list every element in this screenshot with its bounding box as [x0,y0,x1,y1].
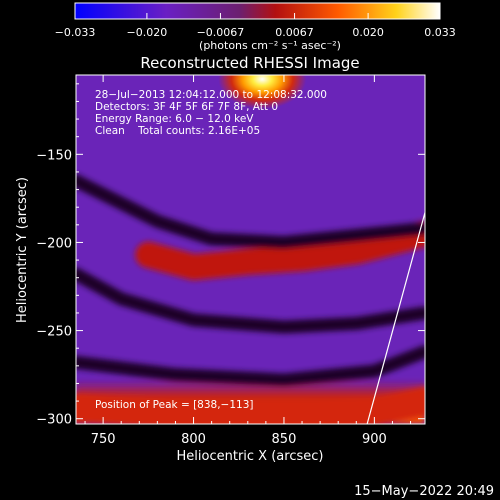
colorbar-tick-label: −0.0067 [197,26,245,39]
dark-lane [76,345,425,387]
y-axis-ticks: −150 −200 −250 −300 [36,83,425,428]
x-tick-label: 850 [272,432,297,447]
colorbar-tick-label: −0.020 [127,26,168,39]
colorbar-tick-label: 0.020 [352,26,384,39]
dark-lanes [76,174,425,387]
colorbar-ticks: −0.033 −0.020 −0.0067 0.0067 0.020 0.033 [55,13,456,39]
y-tick-label: −250 [36,325,72,340]
colorbar-frame [74,2,441,20]
image-area [76,75,425,424]
colorbar-gradient [75,3,440,19]
red-bands [76,220,425,424]
colorbar: −0.033 −0.020 −0.0067 0.0067 0.020 0.033 (pho… [55,2,456,52]
x-axis-ticks: 750 800 850 900 [84,75,412,447]
colorbar-tick-label: 0.033 [424,26,456,39]
y-tick-label: −300 [36,413,72,428]
annotation-peak: Position of Peak = [838,−113] [95,399,254,411]
annotation-energy: Energy Range: 6.0 − 12.0 keV [95,113,254,125]
peak-source [218,75,307,110]
solar-limb-line [366,212,425,424]
y-tick-label: −150 [36,148,72,163]
plot-frame [75,74,426,425]
colorbar-tick-label: −0.033 [55,26,96,39]
x-tick-label: 900 [362,432,387,447]
annotation-time: 28−Jul−2013 12:04:12.000 to 12:08:32.000 [95,89,327,101]
annotation-detectors: Detectors: 3F 4F 5F 6F 7F 8F, Att 0 [95,101,278,113]
annotations: 28−Jul−2013 12:04:12.000 to 12:08:32.000… [95,89,327,411]
y-tick-label: −200 [36,236,72,251]
colorbar-unit-label: (photons cm⁻² s⁻¹ asec⁻²) [199,39,341,52]
colorbar-tick-label: 0.0067 [275,26,314,39]
dark-lane [76,267,425,334]
footer-date: 15−May−2022 20:49 [354,484,494,499]
red-band [76,386,425,424]
chart-title: Reconstructed RHESSI Image [140,54,359,72]
red-band [135,220,425,281]
dark-lane [76,174,425,249]
x-tick-label: 750 [91,432,116,447]
annotation-clean: Clean Total counts: 2.16E+05 [95,125,260,137]
y-axis-label: Heliocentric Y (arcsec) [15,177,30,323]
x-tick-label: 800 [181,432,206,447]
x-axis-label: Heliocentric X (arcsec) [177,449,324,464]
